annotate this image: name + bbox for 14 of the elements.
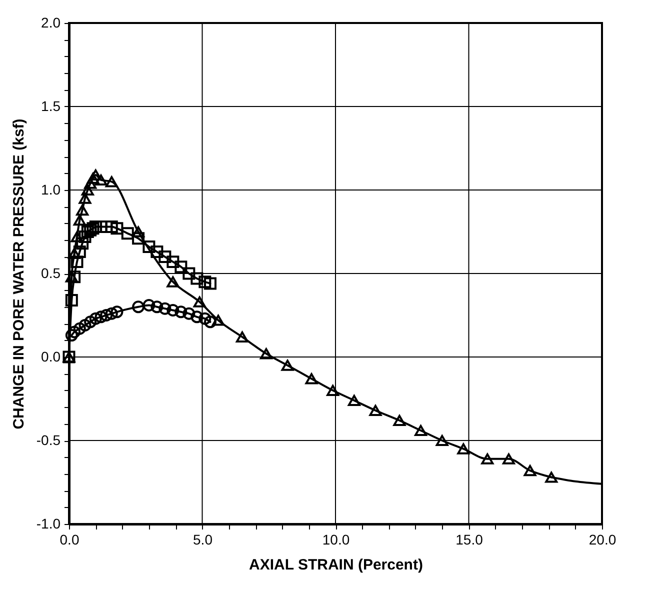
x-tick-label: 5.0 [193,532,213,548]
x-axis-title: AXIAL STRAIN (Percent) [249,556,423,574]
y-tick-label: 1.5 [41,98,61,114]
y-tick-label: 2.0 [41,14,61,30]
x-tick-label: 20.0 [588,532,616,548]
y-axis-title: CHANGE IN PORE WATER PRESSURE (ksf) [10,118,28,430]
y-tick-label: 1.0 [41,182,61,198]
y-tick-label: 0.0 [41,348,61,364]
x-tick-label: 0.0 [60,532,80,548]
y-tick-label: -0.5 [36,432,61,448]
y-tick-label: -1.0 [36,516,61,532]
x-tick-label: 10.0 [322,532,350,548]
y-tick-label: 0.5 [41,265,61,281]
x-tick-label: 15.0 [456,532,484,548]
